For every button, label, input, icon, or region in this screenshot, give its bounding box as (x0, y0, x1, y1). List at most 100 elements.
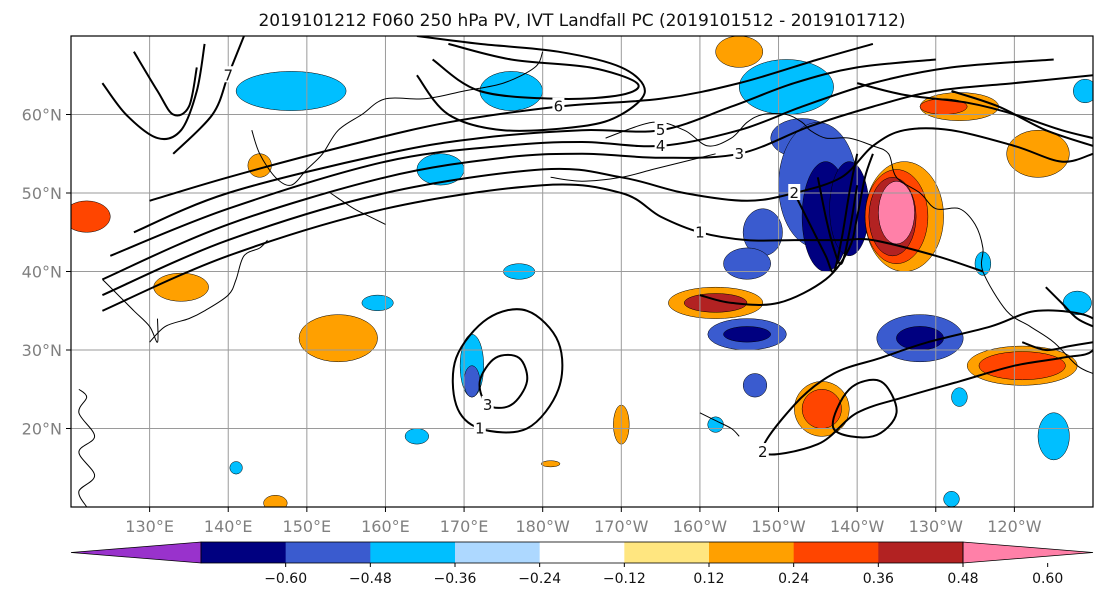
map-content: 1 2 3 45 6 7 1 3 2 (71, 36, 1093, 507)
anomaly-patch-43 (943, 491, 960, 507)
lon-tick-label: 140°E (204, 517, 253, 536)
lon-tick-label: 160°E (361, 517, 410, 536)
lat-tick-label: 30°N (22, 341, 62, 360)
lon-tick-label: 130°E (125, 517, 174, 536)
pv-contours: 1 2 3 45 6 7 1 3 2 (101, 36, 1093, 461)
pv-contour-10 (416, 36, 646, 132)
contour-label: 5 (656, 121, 666, 139)
pv-contour-0 (101, 183, 984, 312)
lon-tick-label: 160°W (673, 517, 728, 536)
pv-contour-13 (133, 51, 198, 117)
anomaly-patch-45 (263, 495, 288, 507)
lon-tick-label: 180°W (516, 517, 571, 536)
anomaly-patch-13 (829, 161, 870, 257)
pv-contour-17 (1021, 341, 1093, 352)
anomaly-patch-0 (235, 71, 347, 111)
anomaly-patch-27 (896, 326, 944, 351)
anomaly-patch-4 (153, 272, 209, 302)
contour-label-bg-o5 (552, 97, 565, 114)
colorbar-tick-label: 0.48 (947, 571, 978, 587)
colorbar-bin-3 (455, 542, 540, 563)
anomaly-patch-9 (715, 36, 764, 68)
anomaly-patch-8 (738, 59, 834, 115)
colorbar-bin-4 (539, 542, 625, 563)
anomaly-patch-3 (71, 200, 111, 233)
contour-label: 1 (475, 420, 485, 438)
coastline-2 (149, 239, 268, 343)
anomaly-patch-2 (298, 314, 378, 363)
contour-label: 7 (223, 66, 233, 84)
pv-contour-6 (172, 36, 245, 155)
colorbar-bin-2 (370, 542, 456, 563)
colorbar (70, 541, 1094, 564)
pv-contour-14 (856, 82, 1093, 140)
anomaly-patch-17 (878, 180, 915, 245)
colorbar-tick-label: −0.24 (518, 571, 561, 587)
anomaly-patch-23 (723, 247, 771, 280)
anomaly-patch-36 (361, 294, 394, 311)
pv-contour-3 (109, 58, 1054, 257)
pv-contour-5 (149, 42, 874, 202)
contour-label-bg-o0 (693, 223, 706, 240)
anomaly-patch-47 (1062, 290, 1092, 315)
pv-contour-8 (793, 153, 859, 273)
anomaly-patch-6 (479, 71, 543, 111)
coastline-1 (102, 279, 159, 343)
colorbar-bin-6 (709, 542, 794, 563)
contour-label: 4 (656, 137, 666, 155)
anomaly-patch-49 (540, 460, 561, 468)
contour-label: 1 (695, 223, 705, 241)
colorbar-frame (200, 541, 964, 564)
lat-tick-label: 50°N (22, 184, 62, 203)
colorbar-extend-high (962, 541, 1094, 564)
lon-tick-label: 130°W (909, 517, 964, 536)
anomaly-patch-44 (229, 461, 243, 475)
pv-closed-contour-2 (761, 309, 1093, 456)
lon-tick-label: 150°E (283, 517, 332, 536)
lon-tick-label: 120°W (987, 517, 1042, 536)
pv-contour-9 (816, 177, 859, 266)
pv-contour-12 (101, 43, 206, 141)
anomaly-patch-34 (463, 365, 481, 398)
contour-label: 6 (554, 98, 564, 116)
contour-label: 3 (483, 396, 493, 414)
graticule (71, 36, 1093, 507)
coastline-7 (699, 412, 740, 437)
colorbar-bin-1 (285, 542, 371, 563)
longitude-axis: 130°E 140°E 150°E 160°E 170°E 180°W 170°W 160°W… (125, 507, 1042, 536)
contour-label: 2 (758, 443, 768, 461)
lat-tick-label: 40°N (22, 263, 62, 282)
colorbar-tick-label: 0.60 (1032, 571, 1063, 587)
latitude-axis: 60°N 50°N 40°N 30°N 20°N (22, 106, 71, 439)
contour-label-bg-c2 (756, 443, 769, 460)
colorbar-tick-label: 0.36 (863, 571, 894, 587)
pv-contour-4 (133, 58, 936, 234)
colorbar-tick-label: −0.12 (603, 571, 646, 587)
pv-contour-2 (101, 74, 1093, 281)
colorbar-tick-label: 0.24 (778, 571, 809, 587)
anomaly-patch-41 (951, 387, 968, 407)
colorbar-ticks: −0.60 −0.48 −0.36 −0.24 −0.12 0.12 0.24 0.36 0.4… (264, 563, 1063, 587)
contour-label-bg-c0 (473, 419, 486, 436)
colorbar-tick-label: −0.48 (349, 571, 392, 587)
lon-tick-label: 140°W (830, 517, 885, 536)
pv-contour-1 (101, 127, 1093, 297)
coastline-5 (550, 153, 716, 182)
anomaly-patch-22 (723, 326, 771, 343)
lon-tick-label: 170°E (440, 517, 489, 536)
contour-label-bg-c1 (481, 395, 494, 412)
contour-label-bg-o1 (788, 184, 801, 200)
ivt-anomaly-shading (71, 36, 1093, 507)
anomaly-patch-48 (1073, 78, 1093, 104)
colorbar-bin-7 (793, 542, 879, 563)
contour-label-bg-o6 (222, 66, 235, 83)
lat-tick-label: 60°N (22, 106, 62, 125)
pv-closed-contour-3 (831, 378, 898, 439)
contour-label-bg-o3 (654, 136, 667, 153)
pv-closed-contour-0 (451, 308, 564, 434)
colorbar-tick-label: −0.60 (264, 571, 307, 587)
anomaly-patch-40 (742, 373, 768, 398)
anomaly-patch-39 (707, 416, 724, 433)
colorbar-tick-label: −0.36 (434, 571, 477, 587)
